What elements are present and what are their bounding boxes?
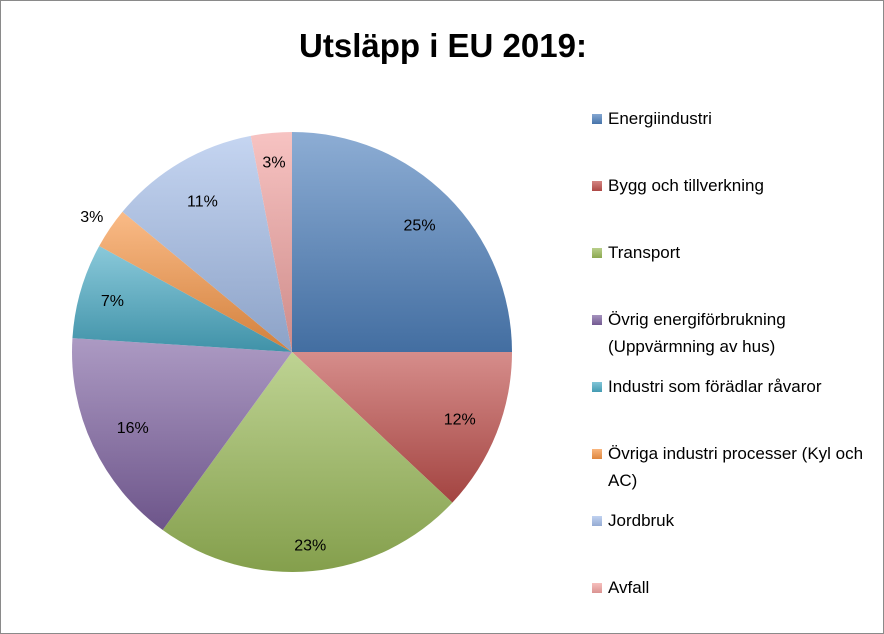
pie-slice-3 [162,352,453,572]
legend-item-3: Transport [592,239,872,266]
legend-swatch [592,114,602,124]
legend-item-7: Jordbruk [592,507,872,534]
legend-label: Bygg och tillverkning [608,176,764,195]
legend-item-8: Avfall [592,574,872,601]
data-label-6: 3% [80,209,103,226]
legend-label: Övriga industri processer (Kyl och AC) [608,444,864,490]
legend-swatch [592,248,602,258]
legend-label: Jordbruk [608,511,675,530]
legend-label: Avfall [608,578,650,597]
data-label-5: 7% [101,293,124,310]
pie-slice-7 [122,135,292,352]
legend-item-1: Energiindustri [592,105,872,132]
data-label-7: 11% [187,194,218,211]
legend-swatch [592,516,602,526]
data-label-2: 12% [444,411,476,428]
pie-slice-5 [72,246,293,352]
pie-slice-8 [250,132,292,352]
legend-item-2: Bygg och tillverkning [592,172,872,199]
legend-swatch [592,583,602,593]
legend-label: Industri som förädlar råvaror [608,377,822,396]
data-label-8: 3% [262,154,285,171]
legend-item-6: Övriga industri processer (Kyl och AC) [592,440,872,494]
legend-label: Transport [608,243,681,262]
legend-item-5: Industri som förädlar råvaror [592,373,872,400]
data-label-1: 25% [404,217,436,234]
chart-title: Utsläpp i EU 2019: [299,27,587,64]
data-label-4: 16% [117,420,149,437]
pie-slice-4 [72,338,293,530]
legend-swatch [592,449,602,459]
pie-slice-6 [99,211,293,352]
legend-label: Övrig energiförbrukning (Uppvärmning av … [608,310,786,356]
legend-item-4: Övrig energiförbrukning (Uppvärmning av … [592,306,872,360]
legend-swatch [592,181,602,191]
pie-slice-1 [292,132,512,352]
legend-swatch [592,315,602,325]
legend-swatch [592,382,602,392]
data-label-3: 23% [294,538,326,555]
legend-label: Energiindustri [608,109,712,128]
pie-slice-2 [292,352,512,503]
